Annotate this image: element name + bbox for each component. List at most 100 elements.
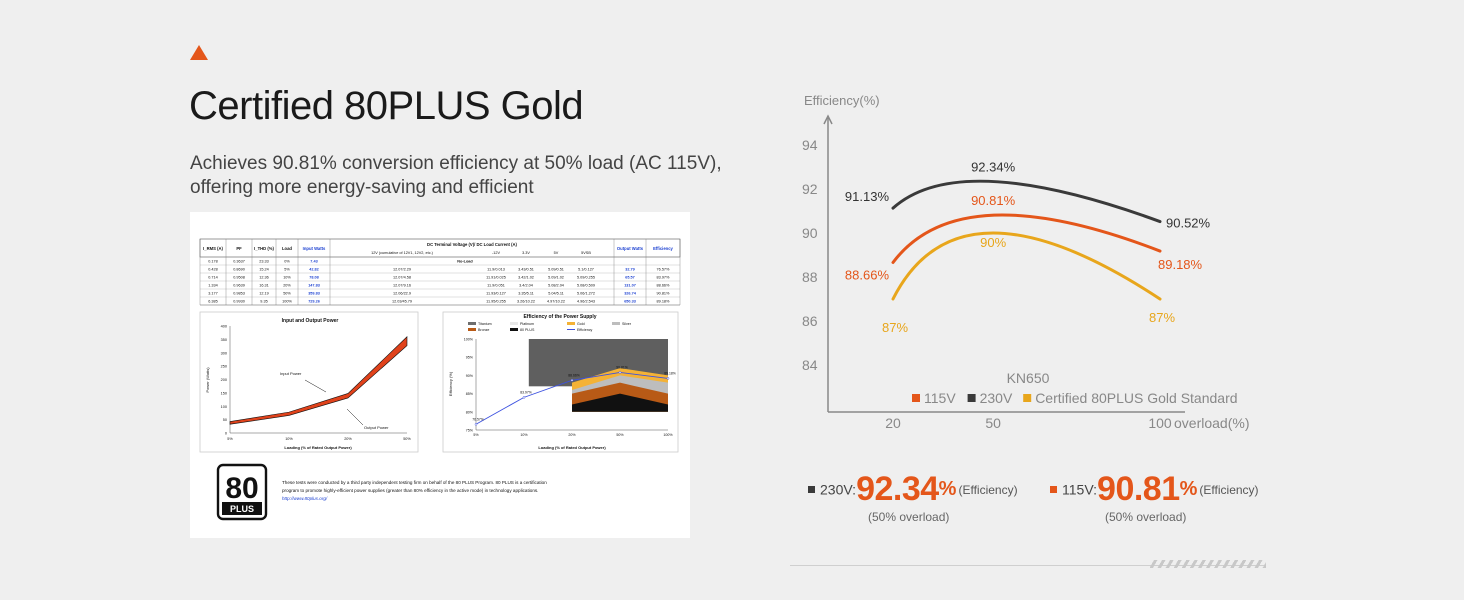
chart-data-label: 92.34% xyxy=(971,160,1016,175)
stat-115v-tag: (Efficiency) xyxy=(1199,482,1259,497)
report-table-cell: 729.26 xyxy=(308,300,320,304)
chart-x-tick-label: 50 xyxy=(985,415,1001,431)
report-input-power-label: Input Power xyxy=(280,371,302,376)
report-table-subheader: -12V xyxy=(492,251,500,255)
test-report-svg: I_RMS (A) PF I_THD (%) Load Input Watts DC Te… xyxy=(199,238,681,521)
report-table-cell: 15.24 xyxy=(259,268,269,272)
report-table-cell: 326.74 xyxy=(624,292,637,296)
chart-y-tick-label: 88 xyxy=(802,269,818,285)
report-eff-80plus-band xyxy=(572,393,668,412)
report-table-cell: 5.09/0.51 xyxy=(548,268,564,272)
report-eff-legend-label: Titanium xyxy=(478,322,492,326)
report-table-header: Input Watts xyxy=(303,246,326,251)
report-table-cell: 5.04/5.11 xyxy=(548,292,564,296)
report-table-cell: 83.97% xyxy=(657,276,671,280)
report-eff-legend-swatch xyxy=(468,328,476,331)
report-table-cell: 5.1/0.127 xyxy=(578,268,594,272)
report-table-cell: 78.08 xyxy=(309,276,319,280)
report-output-power-label: Output Power xyxy=(364,425,389,430)
report-table-cell: 5.09/0.255 xyxy=(577,276,595,280)
stat-115v-unit: % xyxy=(1179,478,1198,500)
page-title: Certified 80PLUS Gold xyxy=(189,84,584,128)
report-table-cell: 0.178 xyxy=(208,260,218,264)
report-table-cell: No-Load xyxy=(457,260,473,264)
report-note-line-1: These tests were conducted by a third pa… xyxy=(282,480,547,485)
report-table-cell: 32.79 xyxy=(625,268,635,272)
report-table-cell: 359.83 xyxy=(308,292,320,296)
report-table-cell: 6.385 xyxy=(208,300,218,304)
chart-legend-label: Certified 80PLUS Gold Standard xyxy=(1035,390,1237,406)
chart-data-label: 90.52% xyxy=(1166,216,1211,231)
report-table-cell: 5.06/1.272 xyxy=(577,292,595,296)
subtitle-line-1: Achieves 90.81% conversion efficiency at… xyxy=(190,153,722,174)
report-power-y-tick: 150 xyxy=(221,391,227,395)
report-table-cell: 11.91/0.025 xyxy=(486,276,506,280)
report-table-cell: 12.07/2.29 xyxy=(393,268,411,272)
footer-divider xyxy=(790,565,1266,566)
report-eff-point xyxy=(666,377,670,380)
report-power-y-tick: 0 xyxy=(225,432,227,436)
page-subtitle: Achieves 90.81% conversion efficiency at… xyxy=(190,152,750,200)
chart-x-tick-label: 100 xyxy=(1148,415,1172,431)
stat-115v-value: 90.81 xyxy=(1097,470,1180,508)
report-eff-x-tick: 50% xyxy=(616,433,624,437)
report-eff-ylabel: Efficiency (%) xyxy=(448,371,453,396)
report-eff-y-tick: 75% xyxy=(466,429,474,433)
chart-data-label: 91.13% xyxy=(845,189,890,204)
report-table-cell: 11.93/0.127 xyxy=(486,292,506,296)
legend-square-115v-icon xyxy=(1050,486,1057,493)
chart-legend-swatch xyxy=(1023,394,1032,402)
chart-y-axis-title: Efficiency(%) xyxy=(804,93,880,108)
report-table-cell: 12.03/45.79 xyxy=(392,300,412,304)
chart-legend-label: 115V xyxy=(924,390,956,406)
report-table-cell: 88.66% xyxy=(657,284,671,288)
report-table-header: Efficiency xyxy=(653,246,673,251)
report-table-cell: 20% xyxy=(283,284,291,288)
report-power-y-tick: 250 xyxy=(221,365,227,369)
report-table-cell: 0.3637 xyxy=(233,260,245,264)
report-table-cell: 12.36 xyxy=(259,276,269,280)
stat-230v-unit: % xyxy=(938,478,957,500)
report-eff-legend-swatch xyxy=(612,322,620,325)
report-table-cell: 131.07 xyxy=(624,284,636,288)
report-eff-legend-label: Silver xyxy=(622,322,632,326)
report-table-cell: 5% xyxy=(284,268,290,272)
report-eff-legend-label: Gold xyxy=(577,322,585,326)
report-power-y-tick: 400 xyxy=(221,325,227,329)
report-table-cell: 3.4/2.04 xyxy=(519,284,533,288)
chart-legend-label: 230V xyxy=(980,390,1013,406)
report-eff-chart: Efficiency of the Power Supply Titanium Pl… xyxy=(442,311,679,453)
report-table-subheader: 12V (cumulative of 12V1, 12V2, etc.) xyxy=(371,251,434,255)
stat-230v-tag: (Efficiency) xyxy=(958,482,1018,497)
report-eff-point xyxy=(474,423,478,426)
report-power-y-tick: 350 xyxy=(221,338,227,342)
report-table-cell: 4.97/10.22 xyxy=(547,300,565,304)
report-eff-y-tick: 100% xyxy=(464,338,474,342)
chart-y-tick-label: 84 xyxy=(802,357,818,373)
stat-230v: 230V:92.34% (Efficiency) (50% overload) xyxy=(808,470,1018,524)
report-power-y-tick: 50 xyxy=(223,418,227,422)
stat-230v-label: 230V: xyxy=(820,481,857,498)
report-eff-y-tick: 95% xyxy=(466,356,474,360)
chart-legend-swatch xyxy=(967,394,976,402)
report-table-cell: 4.96/2.543 xyxy=(577,300,595,304)
report-table-cell: 650.33 xyxy=(624,300,636,304)
footer-stripes xyxy=(1150,560,1266,568)
report-note-line-2: program to promote highly-efficient powe… xyxy=(282,488,538,493)
chart-data-label: 88.66% xyxy=(845,267,890,282)
report-table-cell: 9.35 xyxy=(260,300,267,304)
report-eff-legend-swatch xyxy=(567,322,575,325)
report-table-cell: 0.9508 xyxy=(233,276,245,280)
report-power-chart-title: Input and Output Power xyxy=(282,318,339,324)
report-eff-legend-label: 80 PLUS xyxy=(520,328,535,332)
report-table-subheader: 5V xyxy=(554,251,559,255)
report-eff-point xyxy=(522,396,526,399)
report-power-x-tick: 50% xyxy=(403,437,411,441)
report-power-x-tick: 5% xyxy=(227,437,233,441)
triangle-marker-icon xyxy=(190,45,208,60)
report-table-cell: 3.43/0.51 xyxy=(518,268,534,272)
chart-legend-swatch xyxy=(912,394,920,402)
report-logo-band xyxy=(222,502,262,515)
report-power-band xyxy=(229,336,408,425)
report-table-cell: 50% xyxy=(283,292,291,296)
